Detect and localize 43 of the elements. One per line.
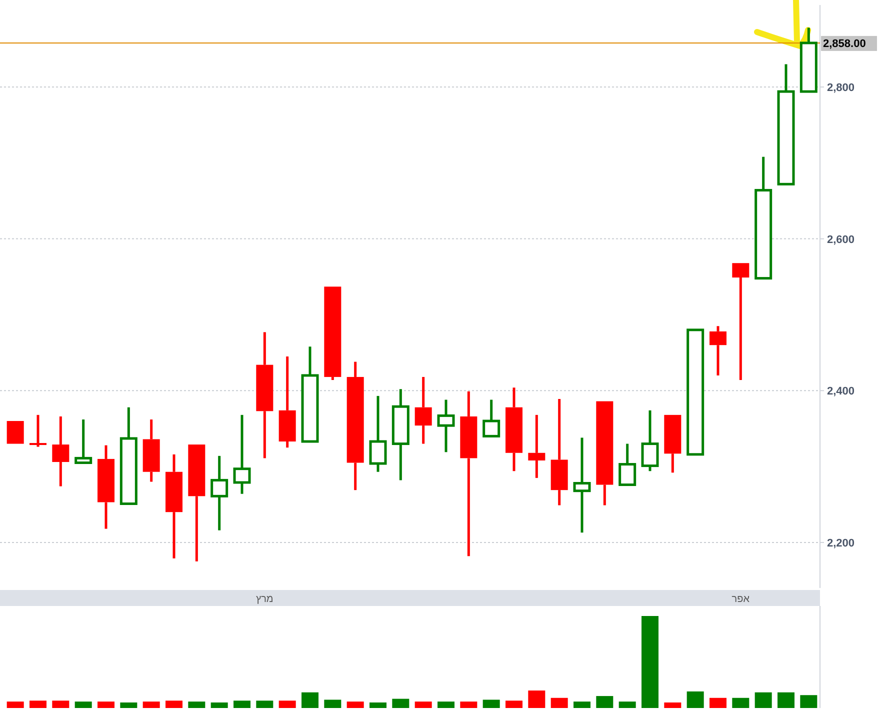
y-tick-label: 2,800 <box>827 82 855 94</box>
bar <box>574 702 590 708</box>
bar <box>166 700 182 708</box>
bar <box>98 702 114 708</box>
x-tick-label: אפר <box>732 594 750 605</box>
bar <box>664 702 682 708</box>
bar <box>256 700 274 708</box>
bar <box>460 702 478 708</box>
y-tick-label: 2,200 <box>827 537 855 550</box>
bar <box>506 700 522 708</box>
bar <box>618 702 636 708</box>
bar <box>30 700 46 708</box>
bar <box>6 702 24 708</box>
bar <box>596 696 614 708</box>
bar <box>686 691 704 708</box>
bar <box>142 702 160 708</box>
bar <box>482 700 500 708</box>
bar <box>754 692 772 708</box>
bar <box>302 692 318 708</box>
bar <box>550 698 568 708</box>
y-tick-label: 2,600 <box>827 234 855 246</box>
bar <box>324 700 342 708</box>
bar <box>278 700 296 708</box>
x-tick-label: מרץ <box>256 594 274 605</box>
bar <box>778 692 794 708</box>
bar <box>414 702 432 708</box>
bar <box>120 702 138 708</box>
ref-line-label: 2,858.00 <box>823 38 866 50</box>
bar <box>528 690 546 708</box>
bar <box>52 700 70 708</box>
bar <box>210 702 228 708</box>
y-tick-label: 2,400 <box>827 386 855 398</box>
bar <box>438 702 454 708</box>
bar <box>800 695 818 708</box>
bar <box>710 698 726 708</box>
bar <box>642 616 658 708</box>
bar <box>234 700 250 708</box>
bar <box>370 702 386 708</box>
bar <box>346 702 364 708</box>
bar <box>732 698 750 708</box>
bar <box>392 698 410 708</box>
bar <box>188 702 206 708</box>
bar <box>74 702 92 708</box>
